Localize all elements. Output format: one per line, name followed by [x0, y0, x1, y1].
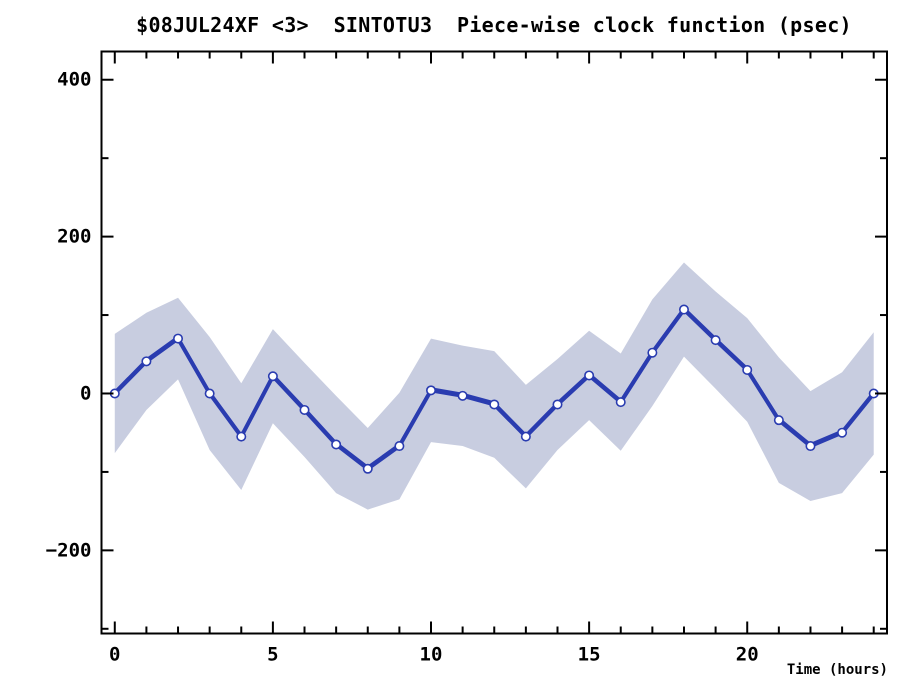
- x-tick-label: 15: [578, 644, 601, 666]
- data-point-marker: [173, 333, 184, 344]
- y-tick-label: 400: [57, 69, 91, 91]
- data-point-marker: [710, 335, 721, 346]
- data-point-marker: [362, 463, 373, 474]
- y-tick-label: −200: [46, 539, 92, 561]
- data-point-marker: [426, 385, 437, 396]
- data-point-marker: [457, 390, 468, 401]
- data-point-marker: [204, 388, 215, 399]
- data-point-marker: [742, 364, 753, 375]
- data-point-marker: [552, 399, 563, 410]
- data-point-marker: [489, 399, 500, 410]
- data-point-marker: [394, 441, 405, 452]
- y-tick-label: 200: [57, 226, 91, 248]
- x-tick-label: 5: [267, 644, 278, 666]
- x-tick-label: 10: [420, 644, 443, 666]
- data-point-marker: [236, 431, 247, 442]
- y-tick-label: 0: [80, 382, 91, 404]
- x-tick-label: 0: [109, 644, 120, 666]
- data-point-marker: [299, 404, 310, 415]
- confidence-band: [114, 262, 874, 510]
- plot-frame: [100, 50, 888, 635]
- data-point-marker: [267, 371, 278, 382]
- data-point-marker: [647, 347, 658, 358]
- x-axis-label: Time (hours): [786, 662, 888, 678]
- chart-title: $08JUL24XF <3> SINTOTU3 Piece-wise clock…: [136, 13, 852, 37]
- data-point-marker: [678, 304, 689, 315]
- data-point-marker: [615, 397, 626, 408]
- data-point-marker: [141, 356, 152, 367]
- data-point-marker: [584, 370, 595, 381]
- data-point-marker: [331, 439, 342, 450]
- data-point-marker: [773, 415, 784, 426]
- data-point-marker: [520, 431, 531, 442]
- x-tick-label: 20: [736, 644, 759, 666]
- data-point-marker: [837, 427, 848, 438]
- data-point-marker: [805, 441, 816, 452]
